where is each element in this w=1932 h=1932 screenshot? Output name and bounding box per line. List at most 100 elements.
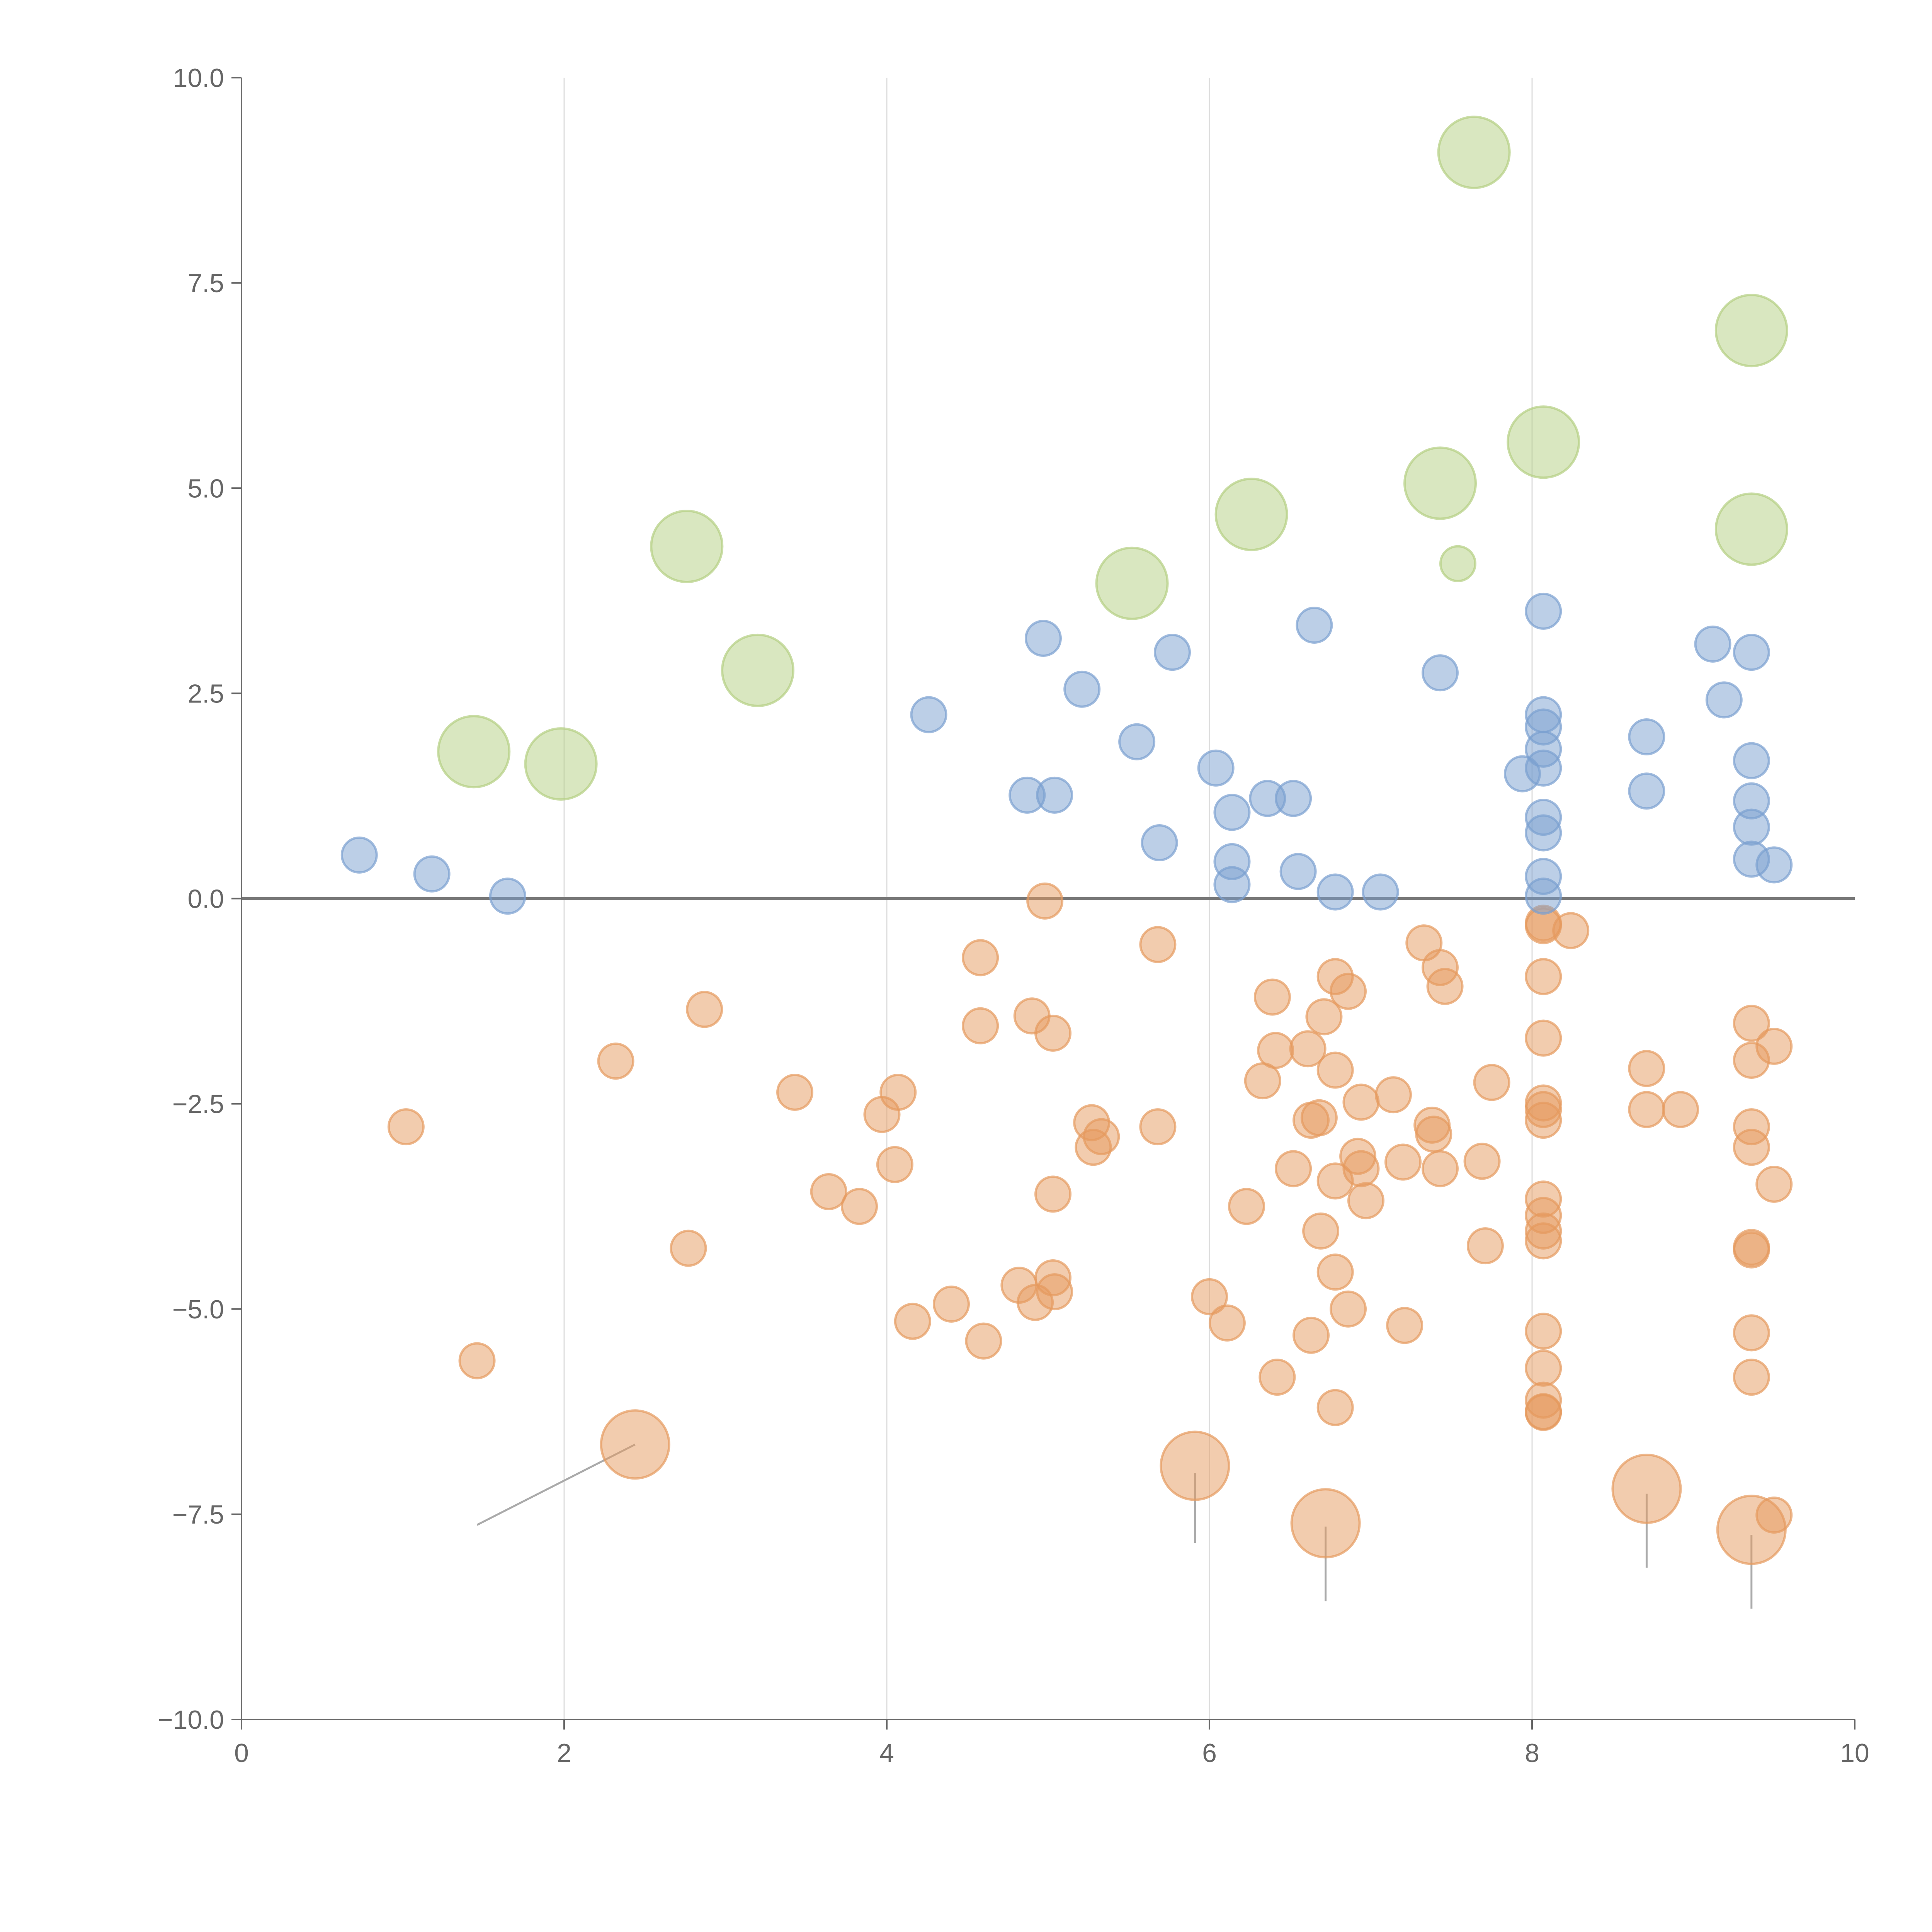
point-green: [524, 727, 598, 801]
point-green: [1437, 116, 1511, 189]
point-orange: [1466, 1227, 1504, 1265]
point-orange: [1300, 1099, 1338, 1136]
axes: 0 2 4 6 8 10 10.0 7.5 5.0 2.5 0.0 −2.5 −5.0 −7.5 −10.0: [158, 63, 1869, 1768]
point-orange: [1384, 1143, 1422, 1181]
point-orange: [1083, 1118, 1120, 1155]
point-blue: [1733, 808, 1770, 846]
point-green: [1507, 405, 1580, 479]
point-blue: [1316, 873, 1354, 911]
point-blue: [340, 836, 378, 874]
point-orange: [670, 1230, 707, 1267]
point-green: [1714, 492, 1788, 566]
point-orange: [1386, 1307, 1423, 1344]
point-blue: [1525, 592, 1562, 630]
point-orange: [1036, 1273, 1073, 1311]
point-green: [721, 633, 794, 707]
point-orange: [1662, 1091, 1699, 1128]
point-blue: [1525, 814, 1562, 852]
x-tick-label: 0: [234, 1738, 249, 1768]
point-green: [650, 510, 724, 583]
point-orange: [1733, 1005, 1770, 1042]
y-tick-label: −5.0: [172, 1295, 224, 1324]
point-orange: [1415, 1116, 1452, 1153]
point-orange: [1611, 1454, 1682, 1524]
point-orange: [387, 1108, 425, 1146]
point-orange: [1463, 1143, 1501, 1180]
point-green: [437, 715, 511, 789]
point-blue: [1213, 866, 1251, 903]
point-orange: [841, 1188, 878, 1225]
point-orange: [965, 1322, 1002, 1360]
point-blue: [413, 855, 451, 893]
y-tick-label: −10.0: [158, 1705, 224, 1735]
x-tick-label: 2: [557, 1738, 571, 1768]
point-orange: [1034, 1014, 1072, 1052]
point-orange: [1525, 1349, 1562, 1387]
point-green: [1714, 294, 1788, 367]
y-tick-label: 0.0: [187, 884, 224, 914]
point-blue: [1628, 718, 1665, 755]
y-tick-label: −2.5: [172, 1090, 224, 1119]
point-orange: [1552, 912, 1590, 949]
point-orange: [1026, 882, 1064, 920]
point-orange: [1628, 1091, 1665, 1128]
point-orange: [1525, 1313, 1562, 1350]
point-orange: [1733, 1314, 1770, 1352]
point-orange: [1525, 1222, 1562, 1260]
point-orange: [1305, 998, 1343, 1036]
point-orange: [1290, 1488, 1361, 1559]
point-blue: [1525, 749, 1562, 787]
y-tick-label: 5.0: [187, 474, 224, 503]
point-blue: [1153, 634, 1191, 671]
point-orange: [1316, 1051, 1354, 1089]
point-blue: [1279, 853, 1317, 890]
point-blue: [1755, 846, 1793, 884]
point-orange: [1473, 1064, 1510, 1101]
point-orange: [458, 1342, 496, 1379]
point-orange: [1733, 1129, 1770, 1166]
point-orange: [686, 991, 723, 1028]
point-orange: [1139, 1108, 1177, 1146]
point-green: [1214, 478, 1288, 551]
point-blue: [1362, 873, 1399, 911]
point-orange: [876, 1146, 913, 1183]
point-orange: [810, 1173, 847, 1210]
point-orange: [1275, 1150, 1312, 1187]
point-orange: [1330, 973, 1367, 1010]
point-blue: [1275, 780, 1312, 817]
point-orange: [1755, 1496, 1793, 1534]
point-orange: [1426, 968, 1464, 1005]
point-orange: [1525, 1394, 1562, 1431]
point-green: [1403, 446, 1477, 520]
y-tick-label: −7.5: [172, 1500, 224, 1529]
point-green: [1439, 545, 1476, 582]
point-orange: [1228, 1188, 1265, 1225]
point-blue: [1213, 794, 1251, 831]
point-blue: [1694, 625, 1731, 663]
point-orange: [1316, 1253, 1354, 1291]
point-orange: [1342, 1083, 1380, 1121]
point-orange: [1374, 1076, 1412, 1114]
point-orange: [1628, 1050, 1665, 1087]
point-blue: [1141, 824, 1178, 862]
point-orange: [933, 1286, 970, 1323]
point-orange: [600, 1409, 670, 1480]
x-tick-label: 8: [1525, 1738, 1539, 1768]
point-orange: [1034, 1175, 1072, 1213]
point-blue: [1733, 742, 1770, 779]
point-orange: [962, 1007, 999, 1044]
point-orange: [1755, 1027, 1793, 1065]
y-tick-label: 2.5: [187, 679, 224, 708]
point-blue: [1422, 654, 1459, 692]
point-blue: [1525, 878, 1562, 915]
x-tick-label: 10: [1840, 1738, 1869, 1768]
point-orange: [1422, 1150, 1459, 1187]
point-blue: [1197, 749, 1235, 787]
point-orange: [1347, 1182, 1384, 1219]
point-blue: [1036, 776, 1073, 814]
point-orange: [1289, 1030, 1327, 1068]
data-points: [340, 116, 1793, 1565]
point-orange: [879, 1073, 917, 1111]
x-tick-label: 4: [879, 1738, 894, 1768]
